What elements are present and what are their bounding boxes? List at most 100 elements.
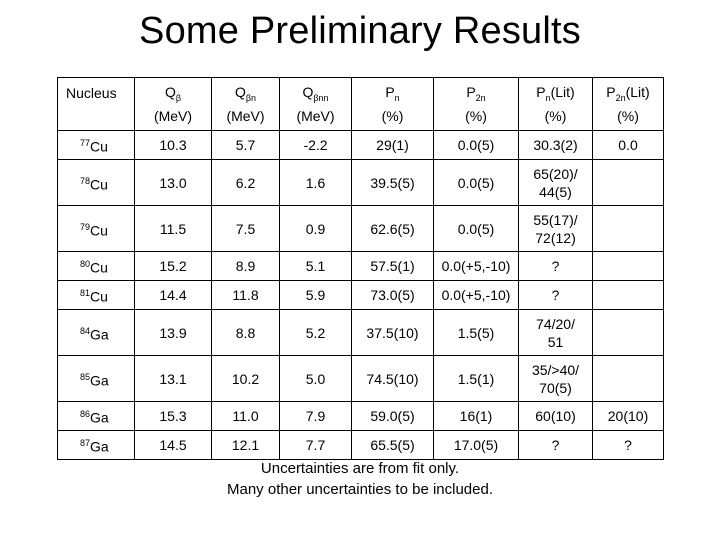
- nucleus-cell: 86Ga: [57, 401, 135, 431]
- cell-pn-lit: 35/>40/70(5): [518, 355, 593, 402]
- element-symbol: Cu: [90, 259, 108, 276]
- cell-pn-lit: 74/20/51: [518, 309, 593, 356]
- nucleus-cell: 78Cu: [57, 159, 135, 206]
- element-symbol: Ga: [90, 438, 109, 455]
- cell-qbnn: 7.7: [279, 430, 352, 460]
- header-unit: (%): [381, 107, 404, 124]
- cell-pn-lit: ?: [518, 251, 593, 281]
- cell-qbn: 6.2: [211, 159, 280, 206]
- header-subscript: 2n: [475, 92, 486, 103]
- header-symbol: P: [606, 84, 616, 101]
- mass-number: 79: [80, 221, 91, 232]
- footnote: Uncertainties are from fit only. Many ot…: [57, 458, 663, 500]
- table-row: 80Cu 15.2 8.9 5.1 57.5(1) 0.0(+5,-10)?: [57, 251, 664, 281]
- cell-qbnn: -2.2: [279, 130, 352, 160]
- column-header-label: Qβnn: [280, 83, 351, 107]
- cell-pn-lit: ?: [518, 280, 593, 310]
- cell-pn: 59.0(5): [351, 401, 434, 431]
- table-row: 78Cu 13.0 6.2 1.6 39.5(5) 0.0(5) 65(20)/44(5): [57, 159, 664, 206]
- mass-number: 87: [80, 438, 91, 449]
- results-table: Nucleus Qβ (MeV) Qβn (MeV) Qβnn (MeV) Pn (%) P2n(…: [57, 77, 664, 460]
- cell-qbnn: 5.1: [279, 251, 352, 281]
- cell-pn: 39.5(5): [351, 159, 434, 206]
- nucleus-cell: 84Ga: [57, 309, 135, 356]
- element-symbol: Ga: [90, 326, 109, 343]
- column-header-label: P2n(Lit): [593, 83, 663, 107]
- header-unit: (MeV): [153, 107, 193, 124]
- cell-p2n-lit: [592, 280, 664, 310]
- cell-p2n-lit: [592, 159, 664, 206]
- mass-number: 77: [80, 138, 91, 149]
- cell-pn: 29(1): [351, 130, 434, 160]
- cell-p2n: 1.5(1): [433, 355, 519, 402]
- header-symbol: Q: [302, 84, 314, 101]
- pn-lit-line: 51: [547, 333, 564, 350]
- cell-p2n: 17.0(5): [433, 430, 519, 460]
- table-row: 79Cu 11.5 7.5 0.9 62.6(5) 0.0(5) 55(17)/72(12): [57, 205, 664, 252]
- cell-qbn: 8.8: [211, 309, 280, 356]
- cell-qbn: 10.2: [211, 355, 280, 402]
- header-symbol: P: [536, 84, 546, 101]
- cell-qb: 14.4: [134, 280, 212, 310]
- element-symbol: Ga: [90, 409, 109, 426]
- table-row: 85Ga 13.1 10.2 5.0 74.5(10) 1.5(1) 35/>40/70(5…: [57, 355, 664, 402]
- table-row: 86Ga 15.3 11.0 7.9 59.0(5) 16(1) 60(10) 20(10): [57, 401, 664, 431]
- column-header: P2n(Lit) (%): [592, 77, 664, 131]
- table-row: 81Cu 14.4 11.8 5.9 73.0(5) 0.0(+5,-10)?: [57, 280, 664, 310]
- table-header-row: Nucleus Qβ (MeV) Qβn (MeV) Qβnn (MeV) Pn (%) P2n(…: [57, 77, 664, 131]
- cell-qbn: 7.5: [211, 205, 280, 252]
- element-symbol: Cu: [90, 222, 108, 239]
- cell-pn-lit: 65(20)/44(5): [518, 159, 593, 206]
- cell-pn: 57.5(1): [351, 251, 434, 281]
- cell-p2n-lit: 0.0: [592, 130, 664, 160]
- column-header: Qβn (MeV): [211, 77, 280, 131]
- slide-title: Some Preliminary Results: [139, 10, 581, 52]
- cell-qb: 13.0: [134, 159, 212, 206]
- cell-p2n: 1.5(5): [433, 309, 519, 356]
- cell-pn: 65.5(5): [351, 430, 434, 460]
- cell-qb: 13.1: [134, 355, 212, 402]
- header-subscript: n: [545, 92, 551, 103]
- pn-lit-line: 74/20/: [536, 315, 575, 332]
- cell-qb: 15.2: [134, 251, 212, 281]
- header-unit: (MeV): [226, 107, 265, 124]
- table-row: 84Ga 13.9 8.8 5.2 37.5(10) 1.5(5) 74/20/51: [57, 309, 664, 356]
- nucleus-cell: 77Cu: [57, 130, 135, 160]
- table-body: 77Cu 10.3 5.7 -2.2 29(1) 0.0(5) 30.3(2) 0.0 78Cu…: [57, 130, 664, 460]
- header-unit: (MeV): [296, 107, 335, 124]
- header-subscript: β: [175, 92, 182, 103]
- cell-qbnn: 5.9: [279, 280, 352, 310]
- header-subscript: βnn: [313, 92, 329, 103]
- column-header-label: P2n: [434, 83, 518, 107]
- cell-qb: 11.5: [134, 205, 212, 252]
- cell-p2n-lit: [592, 355, 664, 402]
- column-header: Qβ (MeV): [134, 77, 212, 131]
- nucleus-cell: 79Cu: [57, 205, 135, 252]
- header-unit: (%): [544, 107, 567, 124]
- mass-number: 81: [80, 288, 91, 299]
- cell-p2n-lit: [592, 205, 664, 252]
- cell-qbnn: 5.0: [279, 355, 352, 402]
- pn-lit-line: 65(20)/: [533, 165, 578, 182]
- cell-p2n: 0.0(5): [433, 205, 519, 252]
- footnote-line-1: Uncertainties are from fit only.: [260, 460, 460, 477]
- cell-p2n: 0.0(5): [433, 159, 519, 206]
- pn-lit-line: 72(12): [535, 229, 576, 246]
- column-header: Pn(Lit) (%): [518, 77, 593, 131]
- header-suffix: (Lit): [550, 84, 575, 101]
- header-unit: (%): [465, 107, 487, 124]
- mass-number: 80: [80, 259, 91, 270]
- cell-qbnn: 0.9: [279, 205, 352, 252]
- pn-lit-line: 30.3(2): [533, 137, 578, 153]
- cell-p2n-lit: [592, 251, 664, 281]
- cell-p2n-lit: 20(10): [592, 401, 664, 431]
- mass-number: 84: [80, 325, 91, 336]
- cell-p2n-lit: ?: [592, 430, 664, 460]
- mass-number: 85: [80, 371, 91, 382]
- cell-pn-lit: 30.3(2): [518, 130, 593, 160]
- cell-pn: 74.5(10): [351, 355, 434, 402]
- footnote-line-2: Many other uncertainties to be included.: [227, 481, 493, 498]
- cell-p2n: 0.0(+5,-10): [433, 251, 519, 281]
- cell-qbn: 5.7: [211, 130, 280, 160]
- header-symbol: Q: [234, 84, 246, 101]
